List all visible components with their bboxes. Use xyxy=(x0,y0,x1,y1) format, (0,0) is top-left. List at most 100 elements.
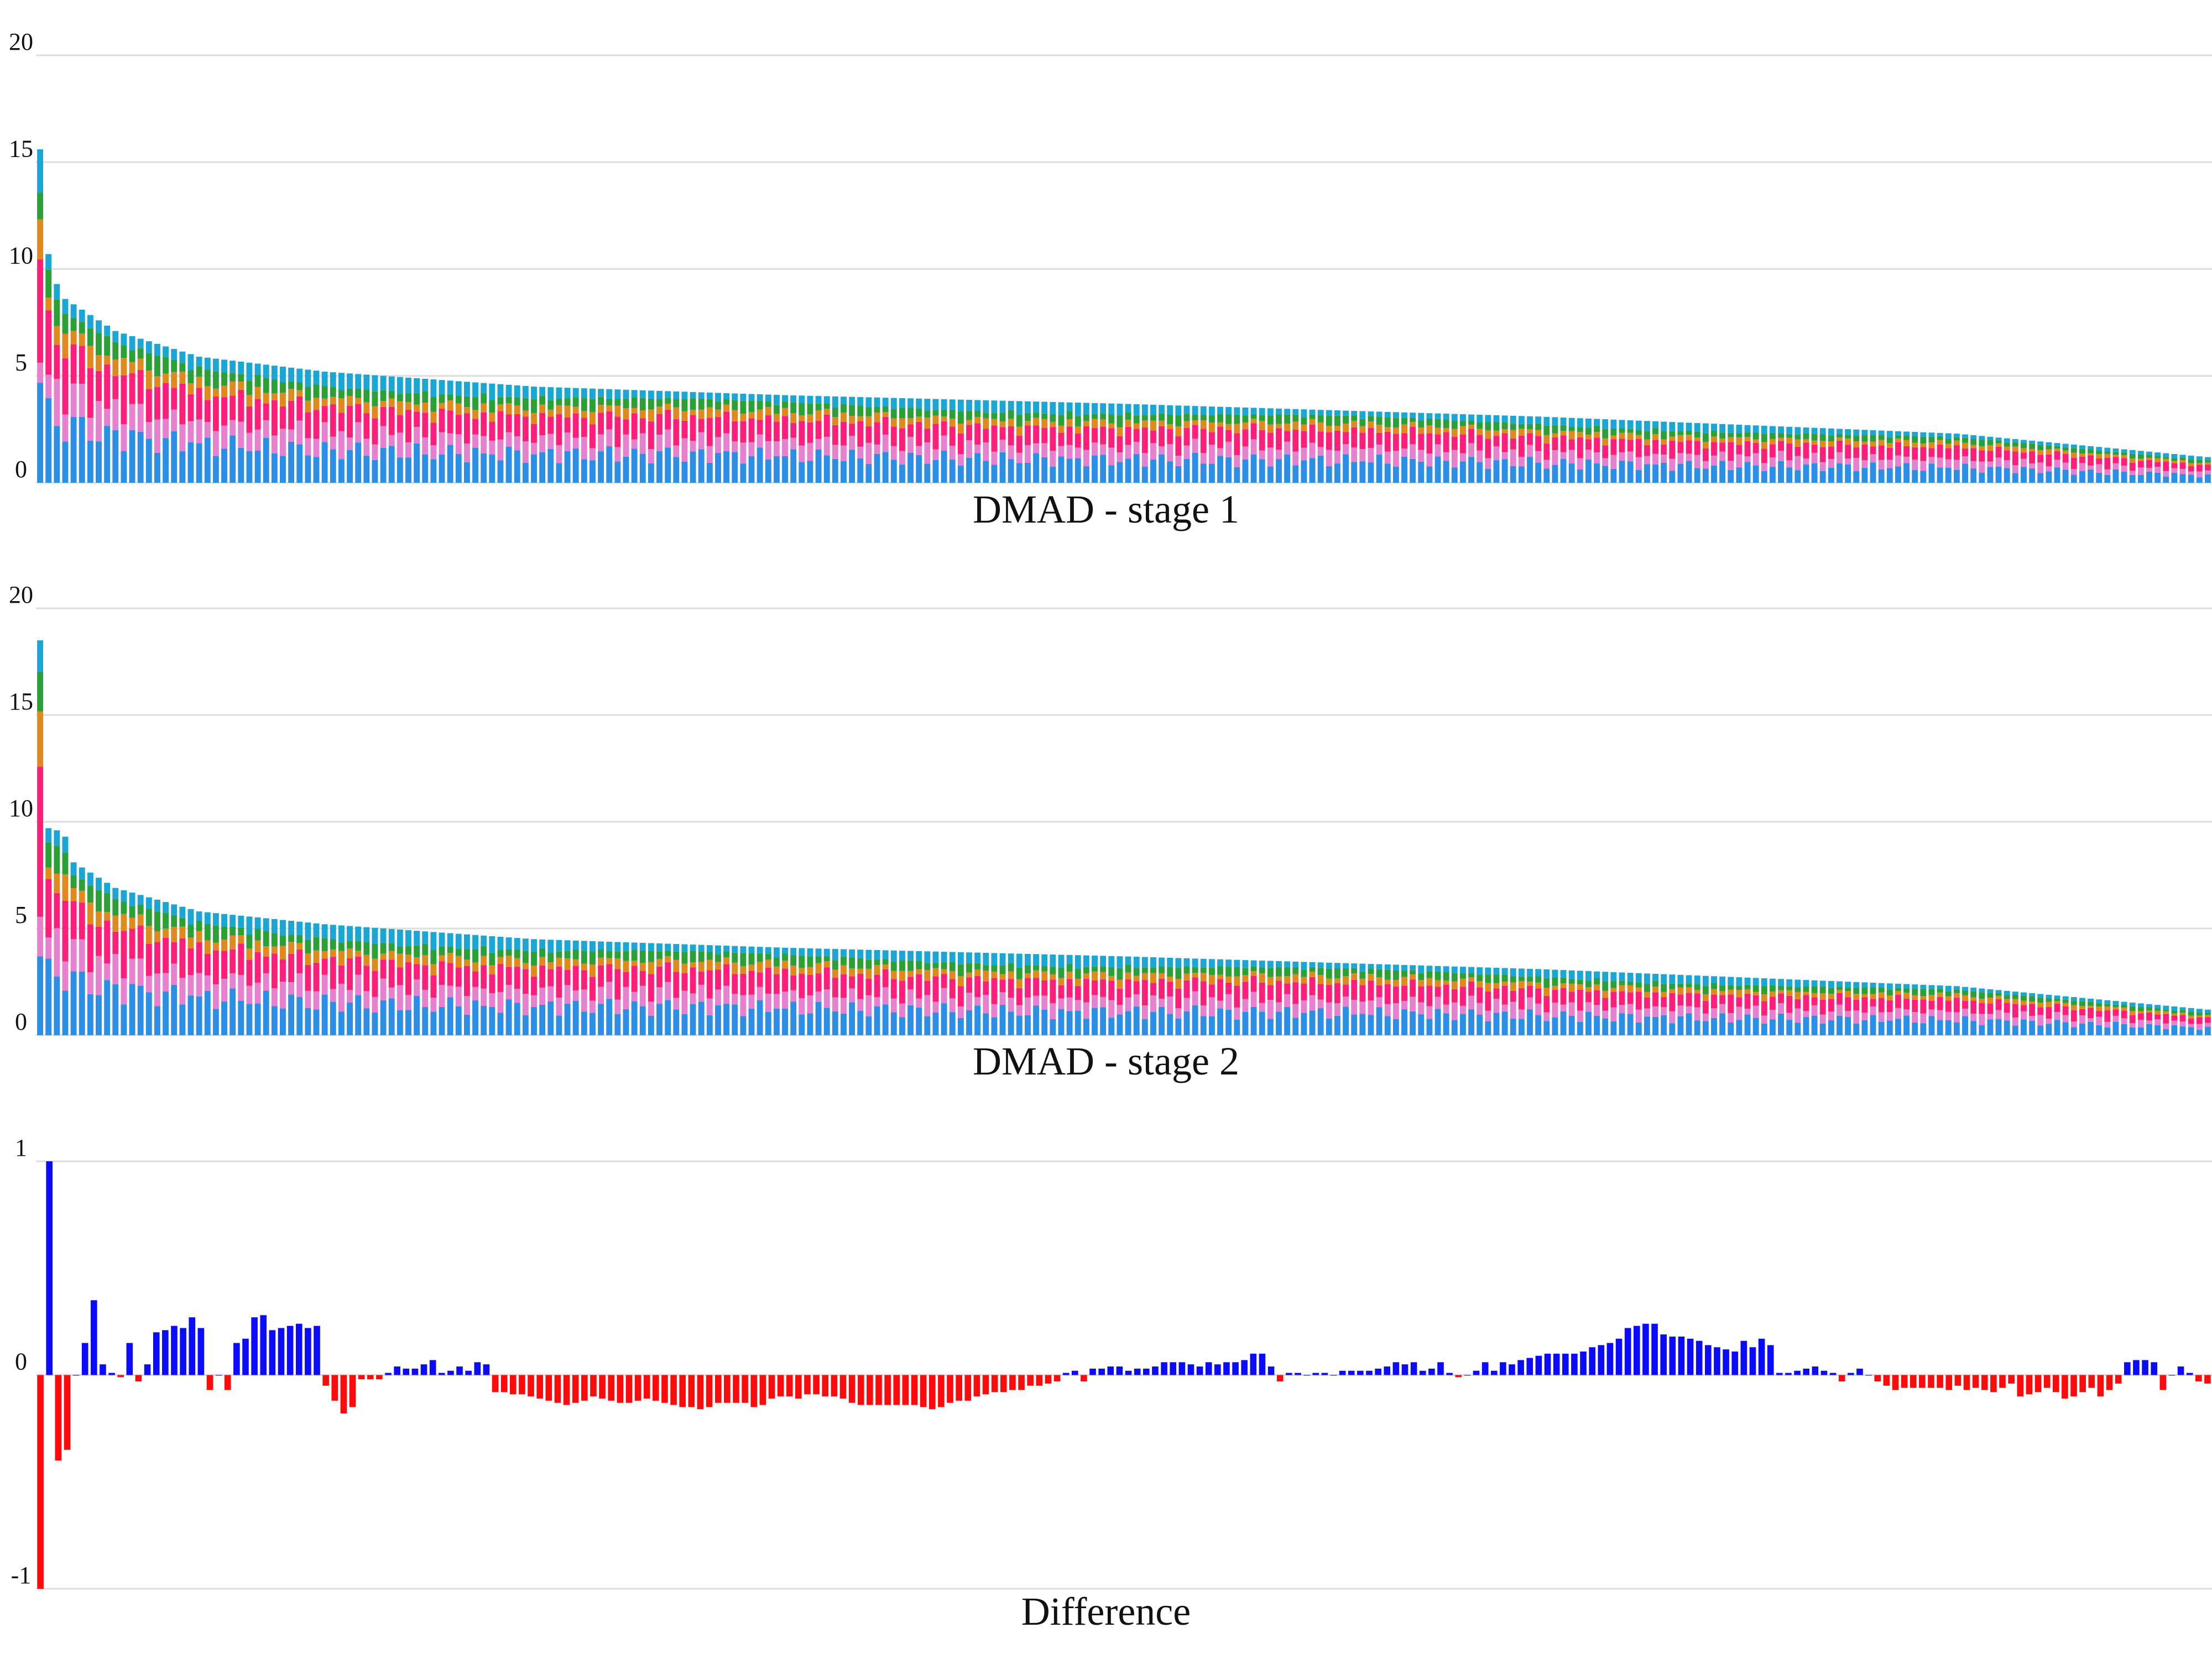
bar-segment xyxy=(531,413,537,424)
bar-segment xyxy=(1577,437,1583,458)
bar-segment xyxy=(1501,459,1508,483)
difference-bar xyxy=(902,1375,909,1405)
stacked-bar xyxy=(1962,434,1968,483)
bar-segment xyxy=(171,431,178,483)
stacked-bar xyxy=(547,940,554,1035)
bar-segment xyxy=(581,437,587,460)
bar-segment xyxy=(564,405,571,418)
bar-segment xyxy=(1903,1015,1910,1035)
bar-segment xyxy=(1267,1000,1274,1019)
bar-segment xyxy=(1635,1009,1642,1022)
bar-segment xyxy=(1250,992,1257,1007)
bar-segment xyxy=(656,966,662,988)
bar-segment xyxy=(204,975,211,991)
stacked-bar xyxy=(1225,959,1232,1035)
bar-segment xyxy=(1828,1011,1834,1020)
difference-bar xyxy=(1027,1375,1034,1386)
bar-segment xyxy=(1208,422,1215,432)
bar-segment xyxy=(405,930,411,946)
bar-segment xyxy=(832,997,838,1011)
bar-segment xyxy=(1250,971,1257,976)
bar-segment xyxy=(1376,432,1383,445)
difference-bar xyxy=(55,1375,62,1461)
bar-segment xyxy=(1284,431,1291,442)
bar-segment xyxy=(1652,992,1658,1006)
bar-segment xyxy=(2154,452,2161,456)
difference-bar xyxy=(1963,1375,1970,1390)
bar-segment xyxy=(1552,465,1558,483)
bar-segment xyxy=(163,937,169,973)
bar-segment xyxy=(1560,435,1567,452)
bar-segment xyxy=(1208,984,1215,998)
bar-segment xyxy=(96,320,102,333)
bar-segment xyxy=(54,284,60,300)
bar-segment xyxy=(1074,968,1081,979)
bar-segment xyxy=(957,411,964,424)
bar-segment xyxy=(1225,976,1232,983)
bar-segment xyxy=(254,387,261,399)
difference-bar xyxy=(180,1328,186,1375)
bar-segment xyxy=(1577,1010,1583,1022)
difference-bar xyxy=(278,1328,285,1375)
bar-segment xyxy=(2204,460,2211,463)
bar-segment xyxy=(1803,1017,1809,1035)
bar-segment xyxy=(757,394,763,401)
bar-segment xyxy=(1518,1019,1525,1035)
bar-segment xyxy=(1334,450,1340,463)
bar-segment xyxy=(2188,455,2194,460)
bar-segment xyxy=(907,960,914,971)
stacked-bar xyxy=(1016,401,1022,483)
bar-segment xyxy=(932,410,939,416)
bar-segment xyxy=(1878,435,1885,440)
bar-segment xyxy=(1276,459,1282,483)
difference-bar xyxy=(509,1375,517,1395)
bar-segment xyxy=(430,1011,437,1035)
bar-segment xyxy=(1627,981,1634,985)
bar-segment xyxy=(2188,1008,2194,1012)
stacked-bar xyxy=(1033,401,1040,483)
bar-segment xyxy=(1861,445,1868,461)
bar-segment xyxy=(463,1014,470,1035)
bar-segment xyxy=(514,436,520,451)
stacked-bar xyxy=(363,374,370,483)
bar-segment xyxy=(1669,436,1676,441)
bar-segment xyxy=(145,943,152,976)
stacked-bar xyxy=(773,947,780,1035)
bar-segment xyxy=(481,946,487,956)
bar-segment xyxy=(212,942,219,951)
bar-segment xyxy=(1410,979,1416,997)
bar-segment xyxy=(732,421,738,442)
stacked-bar xyxy=(1401,964,1407,1035)
stacked-bar xyxy=(472,382,479,483)
bar-segment xyxy=(899,960,905,971)
bar-segment xyxy=(723,951,730,958)
bar-segment xyxy=(1041,427,1048,444)
bar-segment xyxy=(330,939,336,950)
bar-segment xyxy=(999,427,1006,440)
difference-bar xyxy=(1464,1375,1471,1376)
bar-segment xyxy=(1811,445,1818,453)
bar-segment xyxy=(1117,427,1123,436)
stacked-bar xyxy=(2004,438,2010,483)
bar-segment xyxy=(271,435,278,453)
bar-segment xyxy=(581,963,587,971)
bar-segment xyxy=(1719,985,1726,992)
stacked-bar xyxy=(2046,442,2052,483)
bar-segment xyxy=(598,941,604,950)
bar-segment xyxy=(1719,451,1726,461)
bar-segment xyxy=(2037,1015,2044,1026)
bar-segment xyxy=(1527,976,1533,982)
bar-segment xyxy=(531,976,537,995)
difference-bar xyxy=(100,1364,106,1375)
bar-segment xyxy=(280,393,286,406)
bar-segment xyxy=(1334,963,1340,968)
stacked-bar xyxy=(321,372,328,483)
bar-segment xyxy=(1585,459,1592,483)
bar-segment xyxy=(179,938,186,978)
bar-segment xyxy=(991,400,998,413)
bar-segment xyxy=(857,405,864,416)
bar-segment xyxy=(1903,999,1910,1009)
bar-segment xyxy=(1995,990,2002,993)
bar-segment xyxy=(1359,1014,1366,1035)
bar-segment xyxy=(1460,426,1466,435)
